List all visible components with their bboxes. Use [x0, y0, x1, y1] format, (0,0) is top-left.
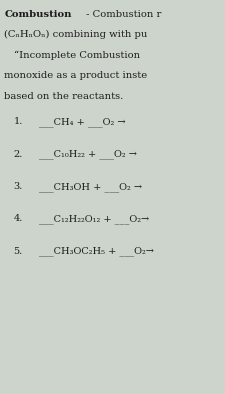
Text: ___CH₃OH + ___O₂ →: ___CH₃OH + ___O₂ → [39, 182, 142, 192]
Text: 4.: 4. [14, 214, 23, 223]
Text: 3.: 3. [14, 182, 23, 191]
Text: Combustion: Combustion [4, 10, 72, 19]
Text: ___C₁₀H₂₂ + ___O₂ →: ___C₁₀H₂₂ + ___O₂ → [39, 150, 137, 160]
Text: “Incomplete Combustion: “Incomplete Combustion [14, 51, 140, 60]
Text: (CₙHₙOₙ) combining with pu: (CₙHₙOₙ) combining with pu [4, 30, 148, 39]
Text: 5.: 5. [14, 247, 23, 256]
Text: 2.: 2. [14, 150, 23, 159]
Text: monoxide as a product inste: monoxide as a product inste [4, 71, 148, 80]
Text: - Combustion r: - Combustion r [83, 10, 162, 19]
Text: 1.: 1. [14, 117, 23, 126]
Text: ___CH₃OC₂H₅ + ___O₂→: ___CH₃OC₂H₅ + ___O₂→ [39, 247, 154, 256]
Text: based on the reactants.: based on the reactants. [4, 92, 124, 101]
Text: ___CH₄ + ___O₂ →: ___CH₄ + ___O₂ → [39, 117, 126, 127]
Text: ___C₁₂H₂₂O₁₂ + ___O₂→: ___C₁₂H₂₂O₁₂ + ___O₂→ [39, 214, 149, 224]
